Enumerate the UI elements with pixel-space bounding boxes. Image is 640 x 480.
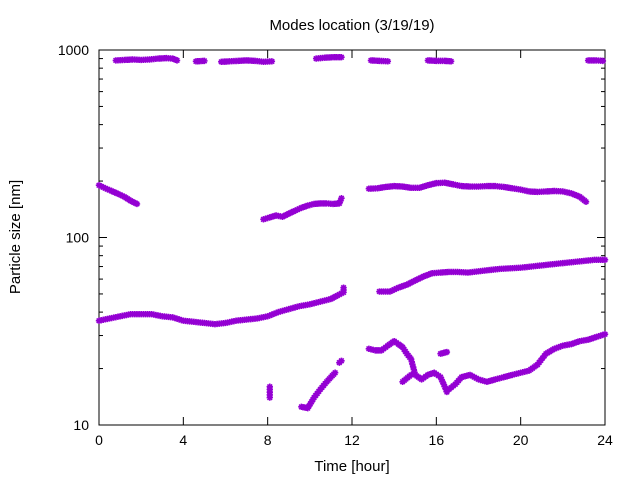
data-point-marker [439, 378, 446, 386]
data-point-marker [599, 57, 607, 65]
data-point-marker [201, 57, 208, 65]
data-point-marker [386, 288, 394, 295]
y-axis-label: Particle size [nm] [7, 180, 24, 294]
data-point-marker [331, 369, 339, 376]
data-point-marker [173, 57, 181, 64]
y-tick-label: 10 [73, 417, 89, 433]
data-point-marker [582, 198, 590, 206]
data-point-marker [443, 388, 451, 396]
data-point-marker [293, 206, 301, 213]
data-point-marker [440, 381, 447, 388]
data-point-marker [114, 190, 122, 198]
data-point-marker [268, 311, 276, 318]
data-points [95, 54, 609, 412]
data-point-marker [336, 200, 343, 207]
data-point-marker [272, 309, 280, 317]
y-tick-label: 100 [66, 230, 90, 246]
data-point-marker [441, 383, 448, 390]
x-tick-label: 16 [429, 432, 445, 448]
data-point-marker [437, 373, 444, 381]
x-tick-label: 0 [95, 432, 103, 448]
data-point-marker [340, 284, 347, 291]
data-point-marker [443, 348, 451, 356]
data-point-marker [337, 197, 344, 205]
data-point-marker [104, 185, 111, 193]
data-point-marker [407, 371, 415, 379]
data-point-marker [438, 376, 445, 383]
data-point-marker [133, 200, 141, 208]
data-point-marker [384, 58, 392, 65]
data-point-marker [390, 286, 398, 293]
data-point-marker [601, 330, 609, 338]
data-point-marker [118, 192, 126, 199]
x-axis: 0 4 8 12 16 20 24 [95, 50, 613, 448]
data-point-marker [116, 191, 124, 198]
x-tick-label: 12 [344, 432, 360, 448]
data-point-marker [388, 287, 396, 294]
data-point-marker [102, 185, 109, 192]
chart-title: Modes location (3/19/19) [269, 17, 434, 34]
x-tick-label: 20 [513, 432, 529, 448]
data-point-marker [393, 285, 400, 292]
y-axis: 10 100 1000 [58, 42, 605, 433]
y-tick-label: 1000 [58, 42, 89, 58]
data-point-marker [338, 357, 345, 364]
x-tick-label: 4 [179, 432, 187, 448]
data-point-marker [291, 207, 299, 214]
data-point-marker [268, 58, 276, 65]
data-point-marker [338, 54, 345, 61]
data-point-marker [106, 186, 113, 194]
x-axis-label: Time [hour] [314, 458, 389, 475]
data-point-marker [296, 205, 303, 212]
data-point-marker [270, 310, 278, 317]
data-point-marker [266, 394, 273, 401]
data-point-marker [266, 312, 273, 319]
data-point-marker [601, 256, 609, 264]
data-point-marker [447, 58, 455, 65]
x-tick-label: 24 [597, 432, 613, 448]
x-tick-label: 8 [264, 432, 272, 448]
data-point-marker [264, 313, 271, 320]
data-point-marker [338, 195, 345, 202]
